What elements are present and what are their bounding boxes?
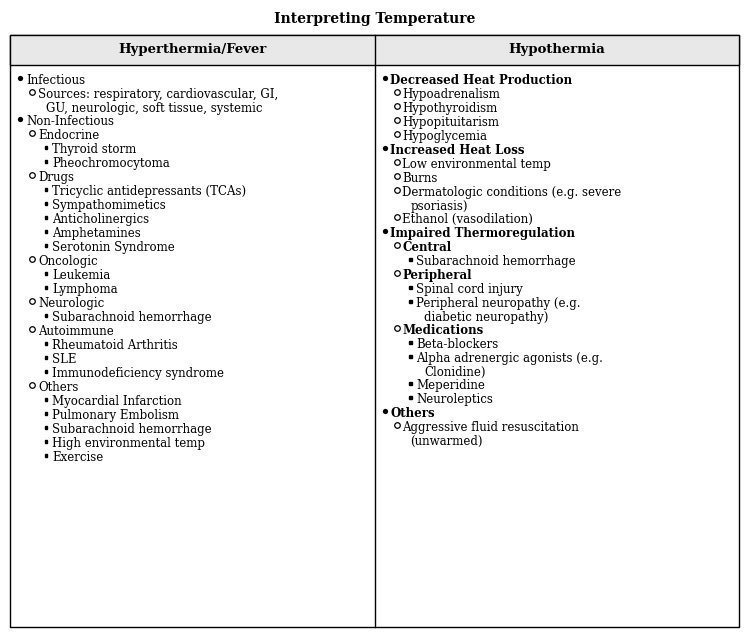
Text: Neurologic: Neurologic	[38, 297, 104, 311]
Text: Lymphoma: Lymphoma	[52, 283, 118, 297]
Text: Alpha adrenergic agonists (e.g.: Alpha adrenergic agonists (e.g.	[416, 352, 604, 365]
Text: Exercise: Exercise	[52, 451, 103, 464]
Bar	[45, 202, 47, 204]
Bar	[409, 355, 412, 358]
Text: Drugs: Drugs	[38, 171, 74, 184]
Text: SLE: SLE	[52, 354, 76, 366]
Bar	[45, 426, 47, 429]
Bar	[45, 146, 47, 149]
Bar	[45, 398, 47, 401]
Bar	[409, 286, 412, 289]
Bar	[45, 440, 47, 443]
Text: Peripheral: Peripheral	[402, 269, 472, 283]
Text: Thyroid storm: Thyroid storm	[52, 144, 136, 156]
Text: Medications: Medications	[402, 324, 484, 337]
Text: Immunodeficiency syndrome: Immunodeficiency syndrome	[52, 368, 224, 380]
Bar	[45, 188, 47, 190]
Bar	[45, 216, 47, 218]
Text: Subarachnoid hemorrhage: Subarachnoid hemorrhage	[52, 424, 212, 436]
Bar	[45, 454, 47, 457]
Text: Serotonin Syndrome: Serotonin Syndrome	[52, 241, 175, 255]
Bar	[45, 342, 47, 345]
Text: Autoimmune: Autoimmune	[38, 325, 114, 338]
Bar	[45, 412, 47, 415]
Text: Hypoadrenalism: Hypoadrenalism	[402, 88, 500, 102]
Text: Endocrine: Endocrine	[38, 130, 100, 142]
Bar	[409, 341, 412, 344]
Bar	[45, 370, 47, 373]
Text: Aggressive fluid resuscitation: Aggressive fluid resuscitation	[402, 422, 580, 434]
Text: diabetic neuropathy): diabetic neuropathy)	[425, 311, 549, 324]
Bar	[45, 356, 47, 359]
Text: Low environmental temp: Low environmental temp	[402, 158, 551, 171]
Bar	[45, 314, 47, 317]
Text: Leukemia: Leukemia	[52, 269, 110, 283]
Text: Beta-blockers: Beta-blockers	[416, 338, 499, 351]
Bar	[409, 396, 412, 399]
Text: Interpreting Temperature: Interpreting Temperature	[274, 12, 475, 26]
Text: High environmental temp: High environmental temp	[52, 438, 205, 450]
Text: Tricyclic antidepressants (TCAs): Tricyclic antidepressants (TCAs)	[52, 185, 246, 198]
Text: Sources: respiratory, cardiovascular, GI,: Sources: respiratory, cardiovascular, GI…	[38, 88, 278, 102]
Text: Impaired Thermoregulation: Impaired Thermoregulation	[390, 227, 575, 241]
Text: Rheumatoid Arthritis: Rheumatoid Arthritis	[52, 339, 178, 352]
Text: Central: Central	[402, 241, 452, 255]
Text: Subarachnoid hemorrhage: Subarachnoid hemorrhage	[52, 311, 212, 324]
Bar	[10, 35, 739, 65]
Text: Hyperthermia/Fever: Hyperthermia/Fever	[118, 44, 267, 57]
Text: Hypoglycemia: Hypoglycemia	[402, 130, 488, 144]
Text: Neuroleptics: Neuroleptics	[416, 394, 494, 406]
Text: GU, neurologic, soft tissue, systemic: GU, neurologic, soft tissue, systemic	[46, 102, 262, 116]
Bar	[45, 286, 47, 289]
Text: Pheochromocytoma: Pheochromocytoma	[52, 157, 170, 170]
Text: Anticholinergics: Anticholinergics	[52, 213, 149, 227]
Text: Others: Others	[38, 382, 79, 394]
Text: Spinal cord injury: Spinal cord injury	[416, 283, 524, 297]
Text: Clonidine): Clonidine)	[425, 366, 486, 379]
Text: Burns: Burns	[402, 172, 438, 185]
Text: Hypothermia: Hypothermia	[509, 44, 605, 57]
Text: Hypopituitarism: Hypopituitarism	[402, 116, 500, 130]
Bar	[10, 35, 739, 65]
Bar	[45, 160, 47, 163]
Text: Non-Infectious: Non-Infectious	[26, 116, 114, 128]
Bar	[409, 258, 412, 261]
Bar	[45, 244, 47, 247]
Text: Infectious: Infectious	[26, 74, 85, 88]
Text: Oncologic: Oncologic	[38, 255, 97, 269]
Text: Others: Others	[390, 408, 435, 420]
Text: Peripheral neuropathy (e.g.: Peripheral neuropathy (e.g.	[416, 297, 581, 311]
Text: Myocardial Infarction: Myocardial Infarction	[52, 396, 181, 408]
Text: Increased Heat Loss: Increased Heat Loss	[390, 144, 525, 157]
Text: Decreased Heat Production: Decreased Heat Production	[390, 74, 573, 88]
Text: (unwarmed): (unwarmed)	[410, 436, 483, 448]
Bar	[45, 230, 47, 232]
Text: Dermatologic conditions (e.g. severe: Dermatologic conditions (e.g. severe	[402, 187, 622, 199]
Text: Subarachnoid hemorrhage: Subarachnoid hemorrhage	[416, 255, 576, 269]
Text: Sympathomimetics: Sympathomimetics	[52, 199, 166, 212]
Text: Ethanol (vasodilation): Ethanol (vasodilation)	[402, 213, 533, 227]
Bar	[409, 382, 412, 385]
Bar	[409, 300, 412, 303]
Text: Pulmonary Embolism: Pulmonary Embolism	[52, 410, 179, 422]
Text: psoriasis): psoriasis)	[410, 201, 468, 213]
Text: Hypothyroidism: Hypothyroidism	[402, 102, 498, 116]
Text: Meperidine: Meperidine	[416, 379, 485, 392]
Bar	[45, 272, 47, 275]
Text: Amphetamines: Amphetamines	[52, 227, 141, 241]
